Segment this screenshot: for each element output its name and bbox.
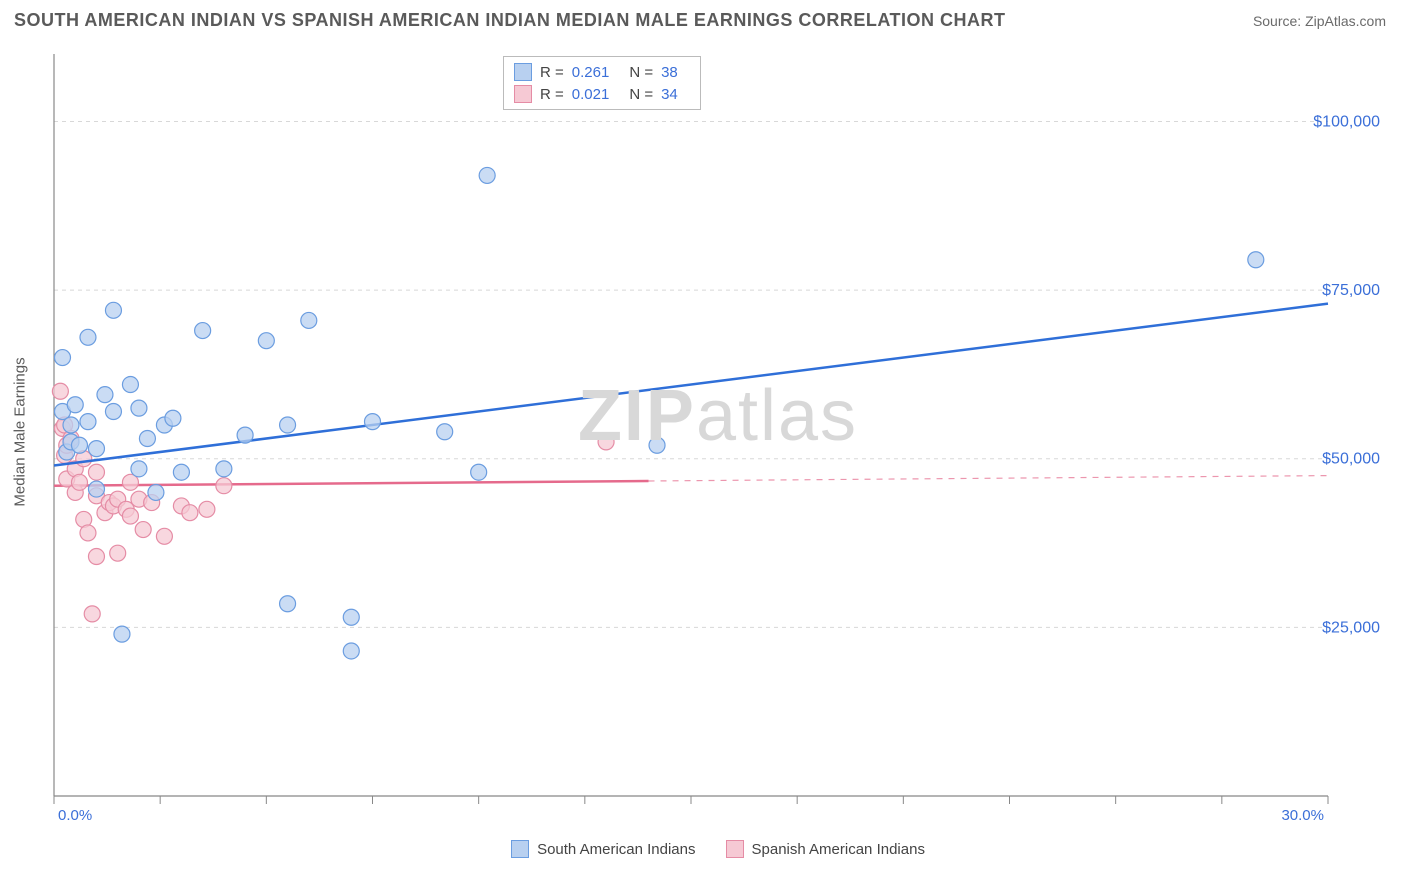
legend-row: R = 0.261 N = 38 [514, 61, 690, 83]
legend-r-label: R = [540, 86, 564, 103]
y-axis-label: Median Male Earnings [12, 357, 29, 506]
svg-text:$50,000: $50,000 [1322, 451, 1380, 468]
correlation-legend: R = 0.261 N = 38 R = 0.021 N = 34 [503, 56, 701, 110]
legend-r-value: 0.261 [572, 64, 610, 81]
svg-text:0.0%: 0.0% [58, 807, 92, 822]
legend-n-value: 34 [661, 86, 678, 103]
svg-text:$75,000: $75,000 [1322, 282, 1380, 299]
source-prefix: Source: [1253, 13, 1305, 29]
series-legend-item: Spanish American Indians [726, 840, 925, 858]
legend-swatch [726, 840, 744, 858]
series-legend: South American Indians Spanish American I… [48, 840, 1388, 858]
series-name: Spanish American Indians [752, 841, 925, 858]
series-name: South American Indians [537, 841, 695, 858]
legend-swatch [514, 85, 532, 103]
scatter-plot: $25,000 $50,000 $75,000 $100,000 0.0% 30.0% [48, 42, 1388, 822]
chart-header: SOUTH AMERICAN INDIAN VS SPANISH AMERICA… [0, 0, 1406, 35]
svg-text:$25,000: $25,000 [1322, 619, 1380, 636]
legend-n-label: N = [629, 86, 653, 103]
legend-row: R = 0.021 N = 34 [514, 83, 690, 105]
legend-r-value: 0.021 [572, 86, 610, 103]
chart-source: Source: ZipAtlas.com [1253, 13, 1386, 29]
legend-n-label: N = [629, 64, 653, 81]
svg-text:30.0%: 30.0% [1281, 807, 1324, 822]
svg-text:$100,000: $100,000 [1313, 113, 1380, 130]
chart-area: Median Male Earnings $25,000$50,000$75,0… [48, 42, 1388, 822]
legend-n-value: 38 [661, 64, 678, 81]
series-legend-item: South American Indians [511, 840, 695, 858]
chart-title: SOUTH AMERICAN INDIAN VS SPANISH AMERICA… [14, 10, 1006, 31]
legend-r-label: R = [540, 64, 564, 81]
source-name: ZipAtlas.com [1305, 13, 1386, 29]
legend-swatch [511, 840, 529, 858]
legend-swatch [514, 63, 532, 81]
